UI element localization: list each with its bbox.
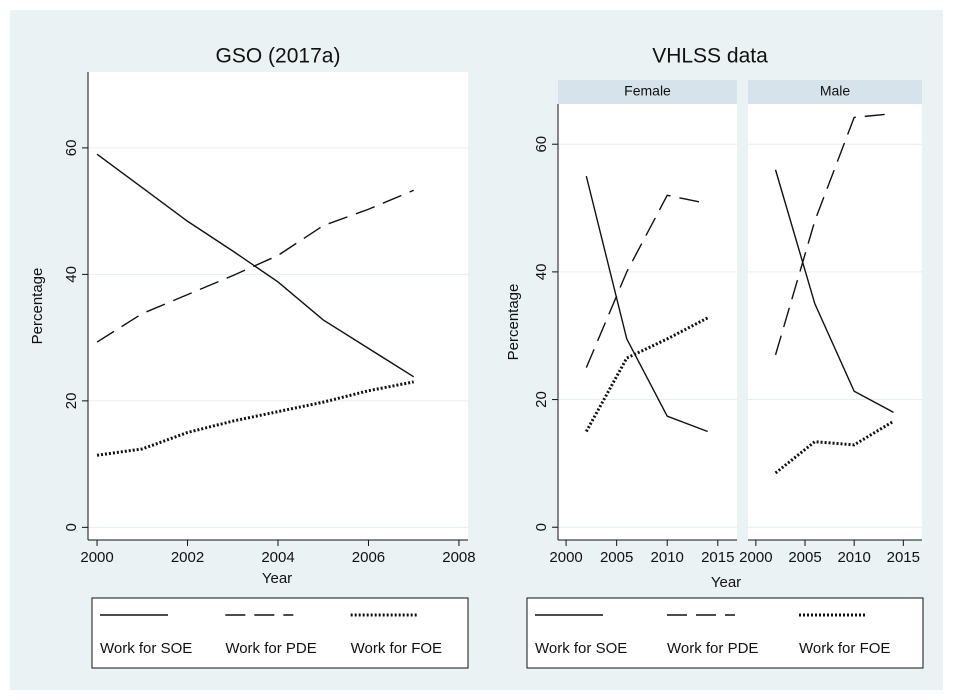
legend-box (526, 597, 924, 669)
x-tick-label: 2006 (352, 549, 385, 566)
y-axis-label: Percentage (29, 268, 46, 345)
panel-strip (558, 80, 737, 104)
chart-title: VHLSS data (652, 45, 768, 68)
y-tick-label: 60 (533, 136, 550, 153)
legend-label: Work for FOE (799, 640, 890, 657)
x-tick-label: 2004 (261, 549, 294, 566)
data-line (774, 112, 894, 356)
x-axis-label: Year (711, 574, 741, 591)
y-tick-label: 20 (533, 391, 550, 408)
data-line (96, 189, 414, 343)
panel-label: Male (820, 83, 851, 99)
legend-box (91, 597, 469, 669)
x-tick-label: 2005 (788, 549, 821, 566)
x-tick-label: 2000 (739, 549, 772, 566)
legend-label: Work for SOE (535, 640, 627, 657)
chart-title: GSO (2017a) (216, 45, 341, 68)
x-tick-label: 2015 (887, 549, 920, 566)
plot-area (558, 104, 737, 540)
y-tick-label: 20 (63, 393, 80, 410)
data-line (585, 316, 709, 433)
x-tick-label: 2002 (171, 549, 204, 566)
y-tick-label: 40 (63, 266, 80, 283)
panel-label: Female (624, 83, 671, 99)
data-line (774, 419, 895, 475)
legend-label: Work for PDE (667, 640, 758, 657)
x-tick-label: 2010 (837, 549, 870, 566)
panel-strip (748, 80, 922, 104)
legend-label: Work for FOE (351, 640, 442, 657)
data-line (585, 175, 708, 433)
x-tick-label: 2005 (600, 549, 633, 566)
plot-area (748, 104, 922, 540)
y-axis-label: Percentage (505, 284, 522, 361)
y-tick-label: 40 (533, 264, 550, 281)
x-axis-label: Year (262, 570, 292, 587)
data-line (96, 153, 415, 378)
data-line (585, 194, 708, 368)
legend-label: Work for SOE (100, 640, 192, 657)
legend-label: Work for PDE (225, 640, 316, 657)
plot-area (88, 72, 468, 540)
y-tick-label: 60 (63, 140, 80, 157)
x-tick-label: 2000 (549, 549, 582, 566)
x-tick-label: 2008 (442, 549, 475, 566)
x-tick-label: 2015 (701, 549, 734, 566)
data-line (96, 380, 415, 457)
y-tick-label: 0 (533, 523, 550, 531)
x-tick-label: 2000 (80, 549, 113, 566)
y-tick-label: 0 (63, 523, 80, 531)
x-tick-label: 2010 (651, 549, 684, 566)
data-line (774, 169, 894, 413)
